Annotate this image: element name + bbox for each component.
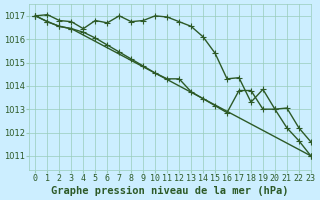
X-axis label: Graphe pression niveau de la mer (hPa): Graphe pression niveau de la mer (hPa) [52, 186, 289, 196]
